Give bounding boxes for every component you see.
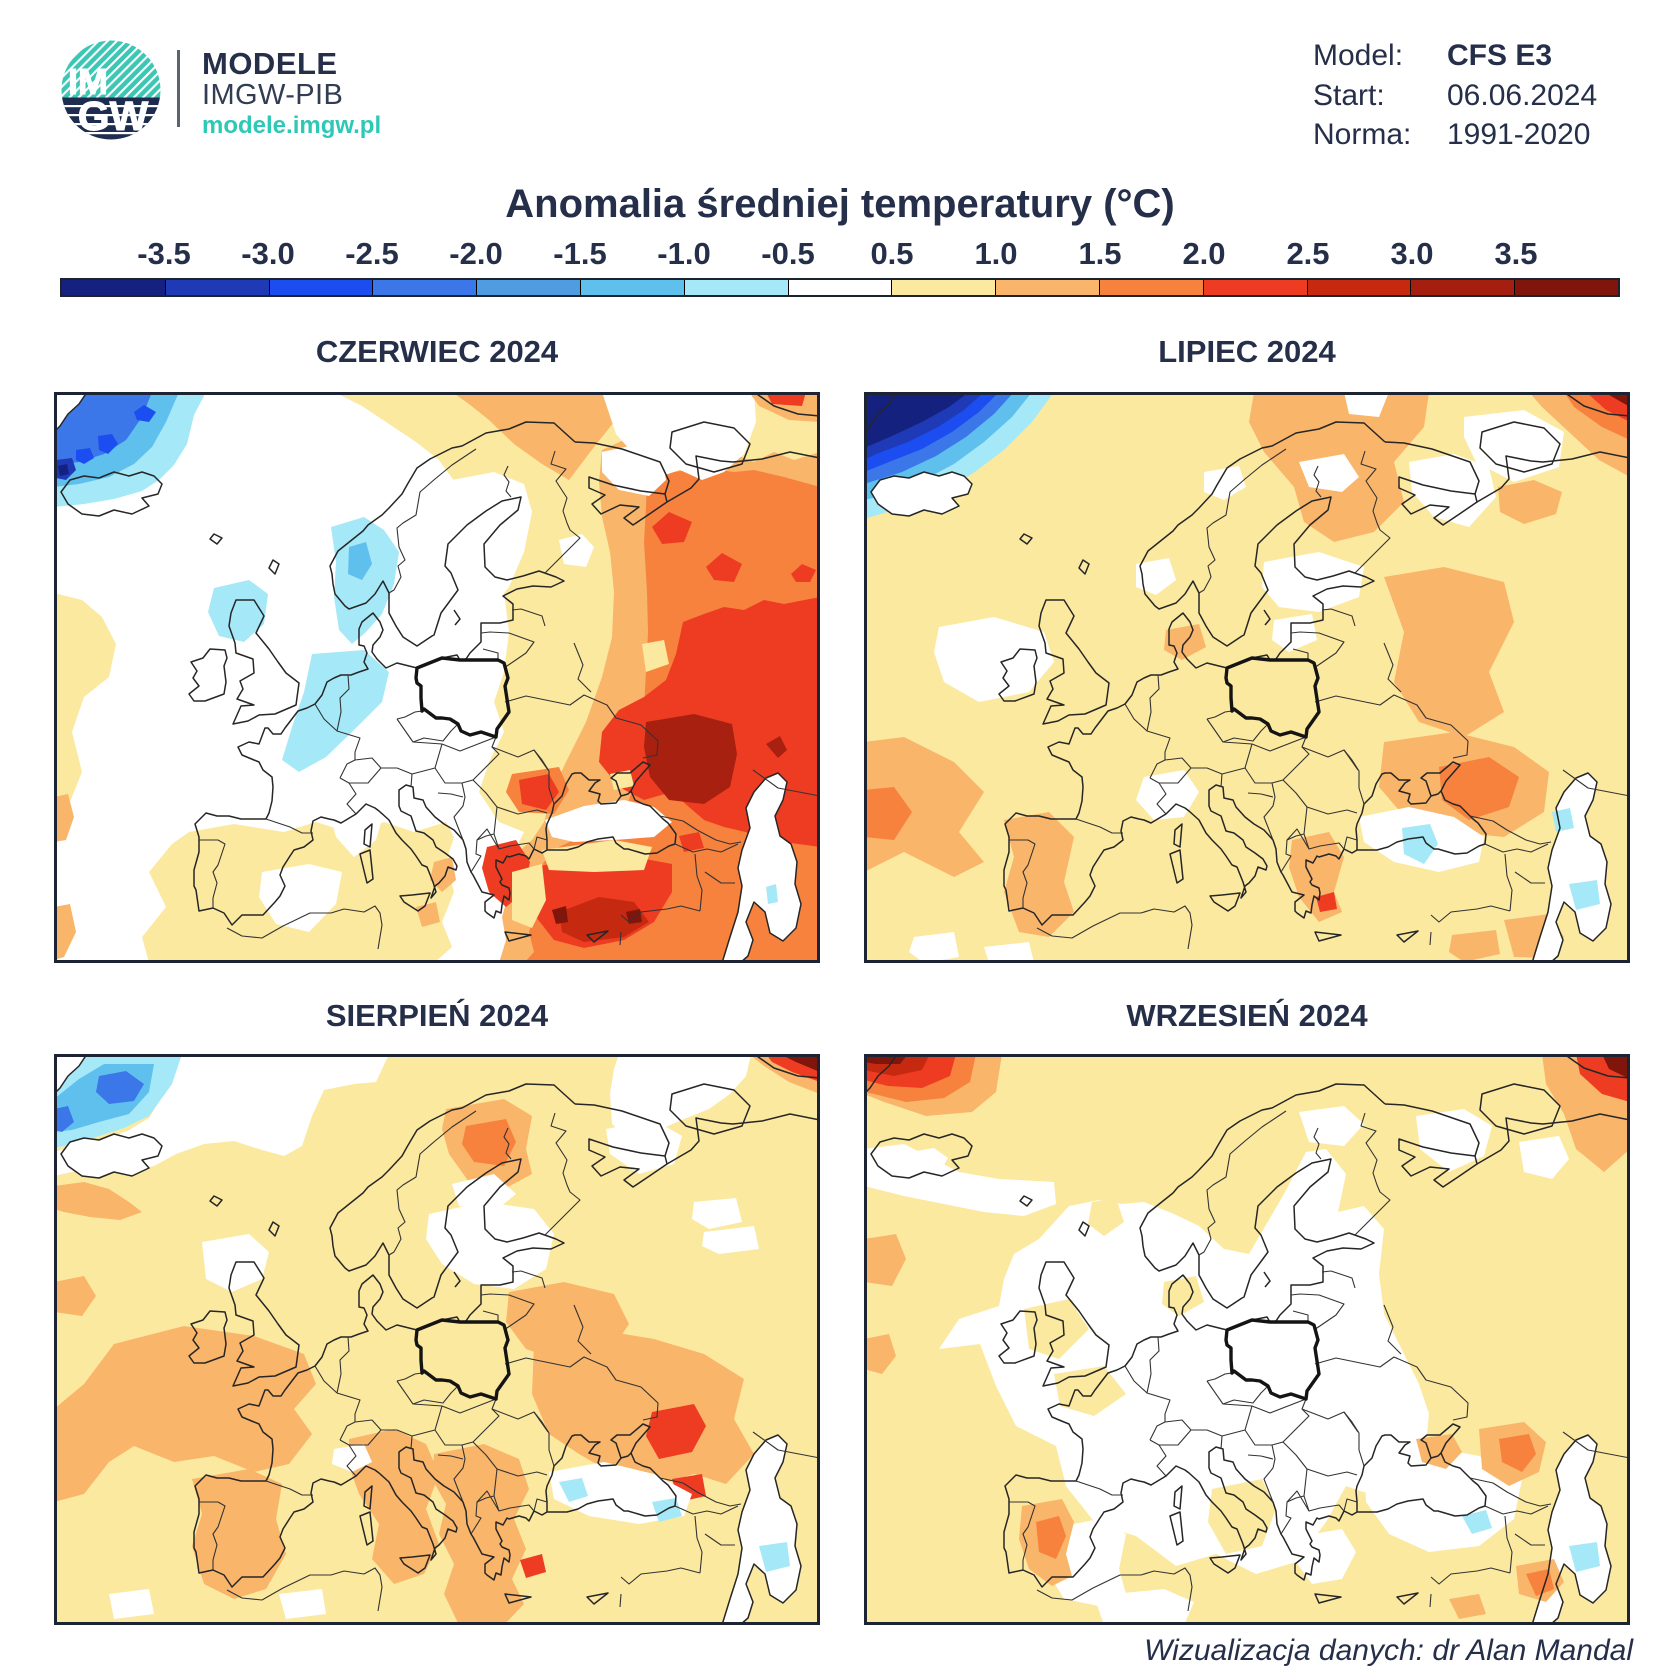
svg-text:GW: GW bbox=[78, 93, 149, 139]
svg-text:IM: IM bbox=[68, 61, 108, 102]
